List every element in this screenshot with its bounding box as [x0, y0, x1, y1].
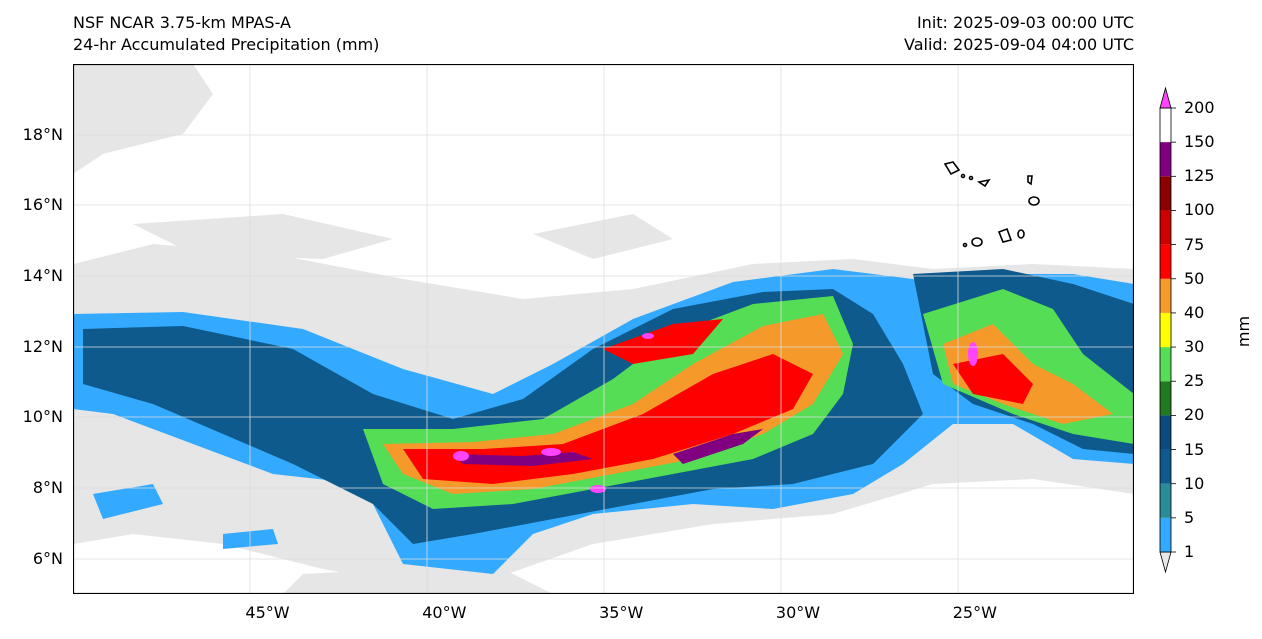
colorbar-extend-max: [1159, 86, 1172, 109]
lon-tick-label: 35°W: [599, 603, 644, 622]
precip-75-125: [403, 319, 1033, 484]
colorbar-segment: [1160, 381, 1171, 416]
lat-tick-label: 8°N: [32, 478, 63, 497]
lat-tick-label: 18°N: [22, 124, 63, 144]
colorbar-label: mm: [1234, 315, 1254, 348]
colorbar-segment: [1160, 312, 1171, 348]
colorbar-segment: [1160, 142, 1171, 177]
colorbar-segment: [1160, 210, 1171, 245]
colorbar-segment: [1160, 449, 1171, 484]
lat-tick-label: 6°N: [32, 548, 63, 568]
colorbar-tick-label: 20: [1184, 405, 1205, 425]
lat-tick-label: 12°N: [22, 336, 63, 356]
colorbar-segment: [1160, 415, 1171, 450]
colorbar-frame: [1159, 107, 1172, 553]
lat-tick-label: 10°N: [22, 407, 63, 427]
colorbar-tick-label: 200: [1184, 98, 1215, 117]
colorbar-segment: [1160, 176, 1171, 211]
colorbar-segment: [1160, 517, 1171, 552]
lon-tick-label: 40°W: [422, 603, 467, 622]
gridlines: [73, 64, 1134, 594]
lat-tick-label: 16°N: [22, 195, 63, 215]
colorbar-tick-label: 40: [1184, 302, 1205, 322]
colorbar-tick-label: 75: [1184, 234, 1205, 254]
colorbar-segment: [1160, 244, 1171, 279]
map-frame: [73, 64, 1134, 594]
colorbar-tick-label: 50: [1184, 268, 1205, 288]
field-title: 24-hr Accumulated Precipitation (mm): [73, 35, 380, 54]
colorbar-tick-label: 5: [1184, 507, 1195, 527]
cape-verde-islands: [943, 161, 1040, 248]
colorbar-tick-label: 1: [1184, 542, 1195, 561]
precip-200-plus: [453, 333, 978, 493]
colorbar-tick-label: 10: [1184, 473, 1205, 493]
init-time: Init: 2025-09-03 00:00 UTC: [916, 13, 1134, 32]
lon-tick-label: 45°W: [245, 603, 290, 622]
colorbar-segment: [1160, 347, 1171, 382]
lon-tick-label: 25°W: [952, 603, 997, 622]
precipitation-map: [73, 64, 1134, 594]
colorbar-tick-label: 30: [1184, 337, 1205, 357]
colorbar-tick-label: 15: [1184, 439, 1205, 459]
lon-tick-label: 30°W: [775, 603, 821, 622]
colorbar-tick-label: 150: [1184, 132, 1215, 152]
colorbar: [1159, 86, 1176, 574]
colorbar-tick-label: 25: [1184, 371, 1205, 391]
colorbar-extend-min: [1159, 551, 1172, 574]
valid-time: Valid: 2025-09-04 04:00 UTC: [903, 35, 1134, 54]
precip-125-150: [453, 429, 763, 466]
colorbar-tick-label: 125: [1184, 166, 1215, 186]
colorbar-tick-label: 100: [1184, 200, 1215, 220]
lat-tick-label: 14°N: [22, 266, 63, 285]
colorbar-segment: [1160, 278, 1171, 313]
model-title: NSF NCAR 3.75-km MPAS-A: [73, 13, 291, 32]
colorbar-segment: [1160, 483, 1171, 518]
